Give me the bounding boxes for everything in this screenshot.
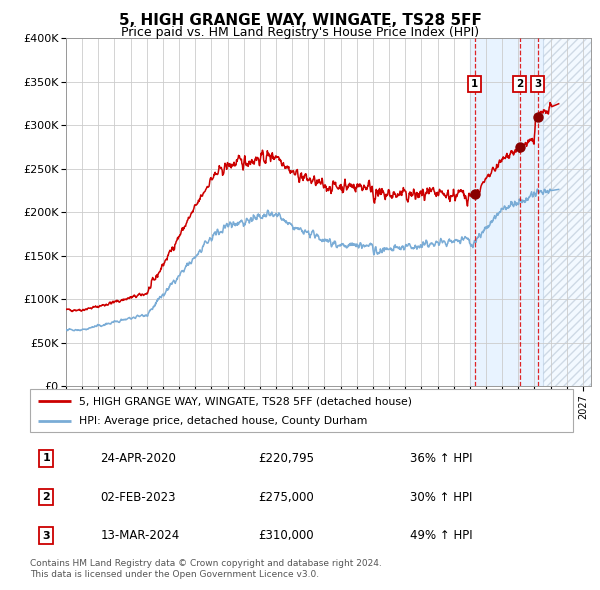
Text: 3: 3	[534, 78, 541, 88]
Bar	[542, 38, 600, 386]
Text: HPI: Average price, detached house, County Durham: HPI: Average price, detached house, Coun…	[79, 416, 367, 426]
Text: 1: 1	[471, 78, 478, 88]
Bar	[542, 38, 600, 386]
Text: 13-MAR-2024: 13-MAR-2024	[101, 529, 180, 542]
Text: 24-APR-2020: 24-APR-2020	[101, 452, 176, 465]
FancyBboxPatch shape	[30, 389, 573, 432]
Text: 5, HIGH GRANGE WAY, WINGATE, TS28 5FF (detached house): 5, HIGH GRANGE WAY, WINGATE, TS28 5FF (d…	[79, 396, 412, 406]
Bar	[470, 38, 542, 386]
Text: 1: 1	[43, 453, 50, 463]
Text: 30% ↑ HPI: 30% ↑ HPI	[410, 490, 472, 504]
Text: 36% ↑ HPI: 36% ↑ HPI	[410, 452, 473, 465]
Text: Price paid vs. HM Land Registry's House Price Index (HPI): Price paid vs. HM Land Registry's House …	[121, 26, 479, 39]
Text: 3: 3	[43, 531, 50, 541]
Text: 02-FEB-2023: 02-FEB-2023	[101, 490, 176, 504]
Text: 2: 2	[516, 78, 523, 88]
Text: £275,000: £275,000	[258, 490, 314, 504]
Text: 49% ↑ HPI: 49% ↑ HPI	[410, 529, 473, 542]
Text: Contains HM Land Registry data © Crown copyright and database right 2024.
This d: Contains HM Land Registry data © Crown c…	[30, 559, 382, 579]
Text: £220,795: £220,795	[258, 452, 314, 465]
Text: 5, HIGH GRANGE WAY, WINGATE, TS28 5FF: 5, HIGH GRANGE WAY, WINGATE, TS28 5FF	[119, 13, 481, 28]
Text: £310,000: £310,000	[258, 529, 314, 542]
Text: 2: 2	[43, 492, 50, 502]
